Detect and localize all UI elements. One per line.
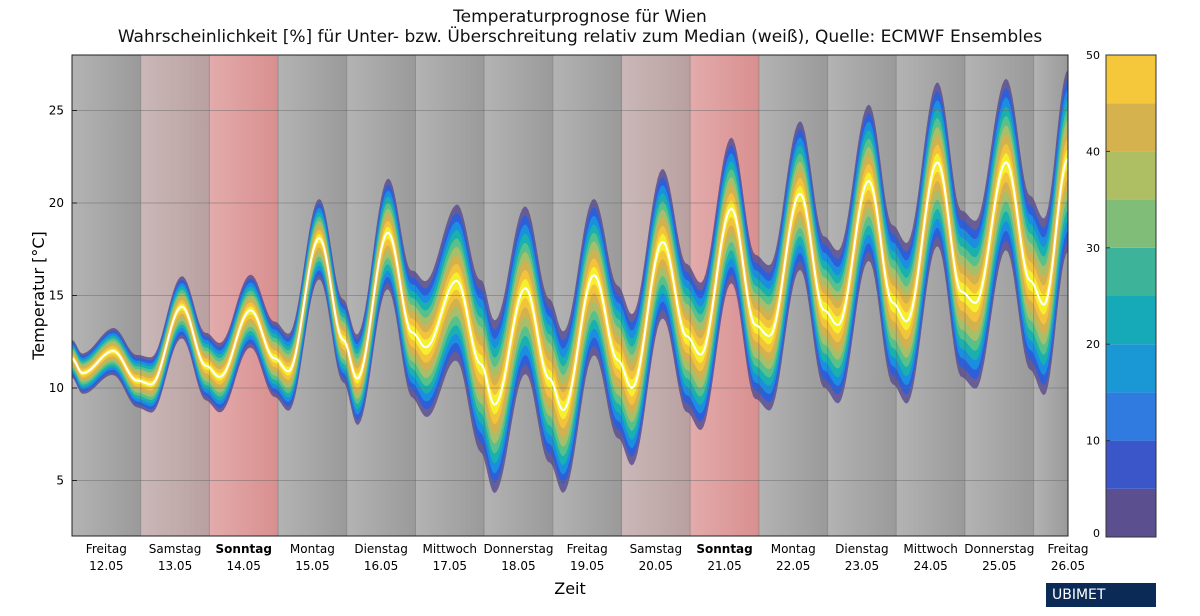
x-tick-day: Freitag — [1047, 542, 1088, 556]
x-axis-label: Zeit — [554, 579, 586, 598]
colorbar-segment — [1106, 440, 1156, 489]
x-tick-day: Donnerstag — [964, 542, 1034, 556]
x-tick-date: 23.05 — [845, 559, 879, 573]
x-tick-date: 14.05 — [227, 559, 261, 573]
y-tick-label: 5 — [56, 474, 64, 488]
x-tick-day: Sonntag — [216, 542, 272, 556]
colorbar-frame — [1105, 54, 1157, 538]
x-tick-date: 12.05 — [89, 559, 123, 573]
colorbar-segment — [1106, 488, 1156, 537]
colorbar-tick-label: 10 — [1086, 435, 1100, 448]
x-tick-date: 25.05 — [982, 559, 1016, 573]
y-tick-label: 20 — [49, 196, 64, 210]
brand-text: UBIMET — [1052, 587, 1106, 603]
colorbar-tick-label: 40 — [1086, 145, 1100, 158]
colorbar-segment — [1106, 199, 1156, 248]
chart-title: Temperaturprognose für Wien — [453, 7, 707, 27]
x-tick-date: 17.05 — [433, 559, 467, 573]
x-tick-date: 20.05 — [639, 559, 673, 573]
colorbar-segment — [1106, 55, 1156, 104]
x-tick-date: 24.05 — [913, 559, 947, 573]
x-tick-date: 19.05 — [570, 559, 604, 573]
x-tick-date: 26.05 — [1051, 559, 1085, 573]
day-shade — [72, 55, 141, 536]
colorbar-tick-label: 30 — [1086, 242, 1100, 255]
y-tick-label: 15 — [49, 289, 64, 303]
x-tick-date: 16.05 — [364, 559, 398, 573]
x-tick-day: Dienstag — [835, 542, 889, 556]
y-axis-label: Temperatur [°C] — [29, 231, 48, 361]
colorbar-tick-label: 50 — [1086, 49, 1100, 62]
x-tick-date: 18.05 — [501, 559, 535, 573]
x-tick-date: 13.05 — [158, 559, 192, 573]
x-tick-day: Samstag — [630, 542, 683, 556]
x-tick-day: Montag — [290, 542, 335, 556]
colorbar-segment — [1106, 344, 1156, 393]
chart-subtitle: Wahrscheinlichkeit [%] für Unter- bzw. Ü… — [117, 27, 1043, 47]
y-tick-label: 25 — [49, 104, 64, 118]
x-tick-date: 22.05 — [776, 559, 810, 573]
colorbar-segment — [1106, 247, 1156, 296]
x-tick-date: 21.05 — [707, 559, 741, 573]
x-tick-date: 15.05 — [295, 559, 329, 573]
x-tick-day: Dienstag — [354, 542, 408, 556]
colorbar-segment — [1106, 103, 1156, 152]
x-tick-day: Mittwoch — [423, 542, 477, 556]
median-line — [71, 157, 1069, 411]
x-tick-day: Donnerstag — [483, 542, 553, 556]
x-tick-day: Montag — [771, 542, 816, 556]
x-tick-day: Mittwoch — [903, 542, 957, 556]
colorbar-segment — [1106, 296, 1156, 345]
colorbar-segment — [1106, 392, 1156, 441]
colorbar-tick-label: 0 — [1093, 527, 1100, 540]
probability-band — [72, 129, 1068, 438]
colorbar-segment — [1106, 151, 1156, 200]
y-tick-label: 10 — [49, 381, 64, 395]
x-tick-day: Sonntag — [696, 542, 752, 556]
colorbar-tick-label: 20 — [1086, 338, 1100, 351]
ubimet-logo: UBIMET — [1046, 583, 1156, 607]
x-tick-day: Freitag — [567, 542, 608, 556]
x-tick-day: Samstag — [149, 542, 202, 556]
x-tick-day: Freitag — [86, 542, 127, 556]
